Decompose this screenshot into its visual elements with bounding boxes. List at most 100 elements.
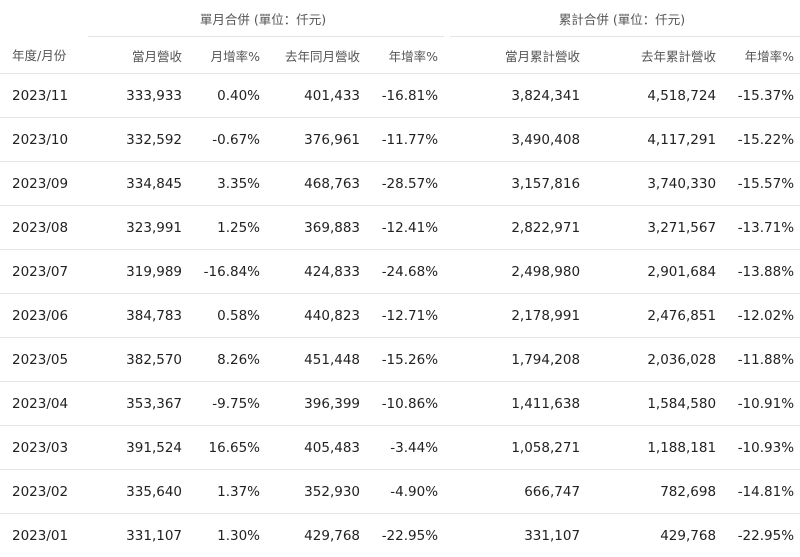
cumulative-yoy-cell: -14.81% [722,470,800,514]
last-year-cumulative-cell: 2,476,851 [586,294,722,338]
cumulative-cell: 3,824,341 [450,74,586,118]
monthly-revenue-cell: 333,933 [88,74,188,118]
monthly-revenue-cell: 384,783 [88,294,188,338]
group-header-row: 單月合併 (單位：仟元) 累計合併 (單位：仟元) [0,0,800,37]
mom-cell: -9.75% [188,382,266,426]
cumulative-cell: 1,794,208 [450,338,586,382]
mom-cell: 3.35% [188,162,266,206]
period-cell: 2023/03 [0,426,88,470]
yoy-cell: -10.86% [366,382,444,426]
cumulative-cell: 666,747 [450,470,586,514]
cumulative-yoy-cell: -22.95% [722,514,800,557]
last-year-cumulative-cell: 429,768 [586,514,722,557]
monthly-revenue-cell: 334,845 [88,162,188,206]
last-year-cumulative-cell: 2,036,028 [586,338,722,382]
mom-cell: -16.84% [188,250,266,294]
cumulative-cell: 2,498,980 [450,250,586,294]
period-cell: 2023/05 [0,338,88,382]
last-year-monthly-cell: 396,399 [266,382,366,426]
cumulative-cell: 1,411,638 [450,382,586,426]
last-year-monthly-column-header: 去年同月營收 [266,37,366,74]
cumulative-yoy-cell: -13.88% [722,250,800,294]
last-year-cumulative-cell: 1,188,181 [586,426,722,470]
mom-cell: 1.25% [188,206,266,250]
cumulative-yoy-cell: -15.57% [722,162,800,206]
monthly-revenue-cell: 353,367 [88,382,188,426]
last-year-cumulative-cell: 1,584,580 [586,382,722,426]
last-year-monthly-cell: 369,883 [266,206,366,250]
cumulative-yoy-cell: -10.93% [722,426,800,470]
last-year-cumulative-cell: 3,740,330 [586,162,722,206]
cumulative-yoy-cell: -12.02% [722,294,800,338]
monthly-revenue-cell: 331,107 [88,514,188,557]
yoy-cell: -4.90% [366,470,444,514]
cumulative-cell: 331,107 [450,514,586,557]
monthly-revenue-cell: 332,592 [88,118,188,162]
cumulative-group-header: 累計合併 (單位：仟元) [450,0,800,37]
last-year-monthly-cell: 401,433 [266,74,366,118]
yoy-cell: -3.44% [366,426,444,470]
cumulative-yoy-cell: -13.71% [722,206,800,250]
empty-corner-cell [0,0,88,37]
cumulative-yoy-cell: -10.91% [722,382,800,426]
period-column-header: 年度/月份 [0,37,88,74]
period-cell: 2023/09 [0,162,88,206]
last-year-monthly-cell: 451,448 [266,338,366,382]
last-year-monthly-cell: 376,961 [266,118,366,162]
last-year-monthly-cell: 468,763 [266,162,366,206]
monthly-revenue-cell: 319,989 [88,250,188,294]
period-cell: 2023/02 [0,470,88,514]
column-header-row: 年度/月份 當月營收 月增率% 去年同月營收 年增率% 當月累計營收 去年累計營… [0,37,800,74]
period-cell: 2023/10 [0,118,88,162]
period-cell: 2023/08 [0,206,88,250]
period-cell: 2023/07 [0,250,88,294]
yoy-cell: -22.95% [366,514,444,557]
yoy-cell: -24.68% [366,250,444,294]
yoy-cell: -28.57% [366,162,444,206]
cumulative-cell: 3,157,816 [450,162,586,206]
last-year-cumulative-column-header: 去年累計營收 [586,37,722,74]
last-year-cumulative-cell: 2,901,684 [586,250,722,294]
mom-cell: 0.58% [188,294,266,338]
cumulative-yoy-cell: -11.88% [722,338,800,382]
mom-column-header: 月增率% [188,37,266,74]
yoy-cell: -16.81% [366,74,444,118]
mom-cell: 8.26% [188,338,266,382]
last-year-cumulative-cell: 4,518,724 [586,74,722,118]
yoy-cell: -11.77% [366,118,444,162]
mom-cell: 1.37% [188,470,266,514]
cumulative-cell: 1,058,271 [450,426,586,470]
mom-cell: 16.65% [188,426,266,470]
last-year-cumulative-cell: 3,271,567 [586,206,722,250]
cumulative-cell: 2,822,971 [450,206,586,250]
last-year-monthly-cell: 429,768 [266,514,366,557]
mom-cell: 1.30% [188,514,266,557]
cumulative-yoy-column-header: 年增率% [722,37,800,74]
last-year-monthly-cell: 405,483 [266,426,366,470]
yoy-cell: -12.71% [366,294,444,338]
period-cell: 2023/11 [0,74,88,118]
table-header: 單月合併 (單位：仟元) 累計合併 (單位：仟元) 年度/月份 當月營收 月增率… [0,0,800,74]
yoy-cell: -12.41% [366,206,444,250]
last-year-monthly-cell: 352,930 [266,470,366,514]
cumulative-yoy-cell: -15.22% [722,118,800,162]
monthly-revenue-cell: 391,524 [88,426,188,470]
yoy-cell: -15.26% [366,338,444,382]
cumulative-yoy-cell: -15.37% [722,74,800,118]
mom-cell: -0.67% [188,118,266,162]
monthly-revenue-cell: 323,991 [88,206,188,250]
last-year-monthly-cell: 440,823 [266,294,366,338]
last-year-cumulative-cell: 4,117,291 [586,118,722,162]
period-cell: 2023/06 [0,294,88,338]
